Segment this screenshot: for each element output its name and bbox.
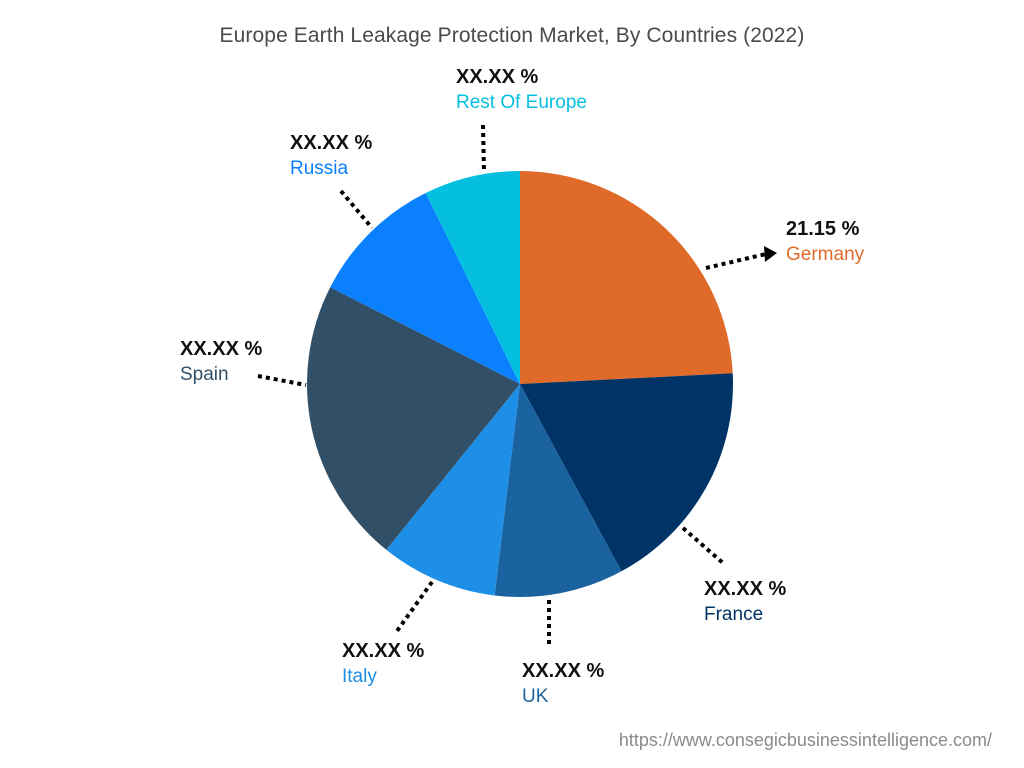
pie-slice-germany	[520, 171, 733, 384]
leader-line-italy	[395, 580, 434, 633]
leader-line-germany	[705, 252, 767, 270]
label-germany: 21.15 % Germany	[786, 216, 864, 268]
pie-slice-spain	[307, 287, 520, 550]
label-uk: XX.XX % UK	[522, 658, 604, 710]
value-italy: XX.XX %	[342, 640, 425, 662]
name-uk: UK	[522, 686, 549, 707]
value-germany: 21.15 %	[786, 218, 860, 240]
name-italy: Italy	[342, 666, 377, 687]
pie-slice-france	[520, 373, 733, 572]
pie-slice-russia	[330, 193, 520, 384]
label-italy: XX.XX % Italy	[342, 638, 424, 690]
leader-line-spain	[257, 374, 307, 387]
label-spain: XX.XX % Spain	[180, 336, 262, 388]
label-rest-of-europe: XX.XX % Rest Of Europe	[456, 64, 587, 116]
pie-slice-uk	[494, 384, 622, 597]
arrow-head-icon	[764, 246, 777, 262]
name-russia: Russia	[290, 158, 349, 179]
leader-lines	[257, 124, 767, 648]
label-france: XX.XX % France	[704, 576, 786, 628]
leader-line-rest-of-europe	[481, 124, 486, 173]
value-russia: XX.XX %	[290, 132, 373, 154]
leader-line-france	[681, 526, 725, 565]
chart-title: Europe Earth Leakage Protection Market, …	[219, 24, 805, 47]
name-rest-of-europe: Rest Of Europe	[456, 92, 587, 113]
name-germany: Germany	[786, 244, 865, 265]
pie-slice-rest-of-europe	[425, 171, 520, 384]
value-france: XX.XX %	[704, 578, 787, 600]
pie-slices	[307, 171, 733, 597]
name-spain: Spain	[180, 364, 229, 385]
leader-line-russia	[339, 189, 374, 230]
label-russia: XX.XX % Russia	[290, 130, 372, 182]
value-spain: XX.XX %	[180, 338, 263, 360]
value-uk: XX.XX %	[522, 660, 605, 682]
name-france: France	[704, 604, 764, 625]
value-rest-of-europe: XX.XX %	[456, 66, 539, 88]
source-url: https://www.consegicbusinessintelligence…	[618, 730, 992, 750]
pie-slice-italy	[386, 384, 520, 596]
